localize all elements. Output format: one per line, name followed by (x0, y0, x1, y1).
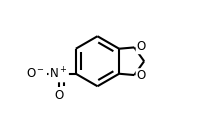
Text: O: O (137, 69, 146, 82)
Text: $\mathregular{O}^-$: $\mathregular{O}^-$ (26, 67, 45, 80)
Text: O: O (137, 40, 146, 53)
Text: O: O (54, 89, 63, 102)
Text: $\mathregular{N}^+$: $\mathregular{N}^+$ (49, 66, 68, 81)
